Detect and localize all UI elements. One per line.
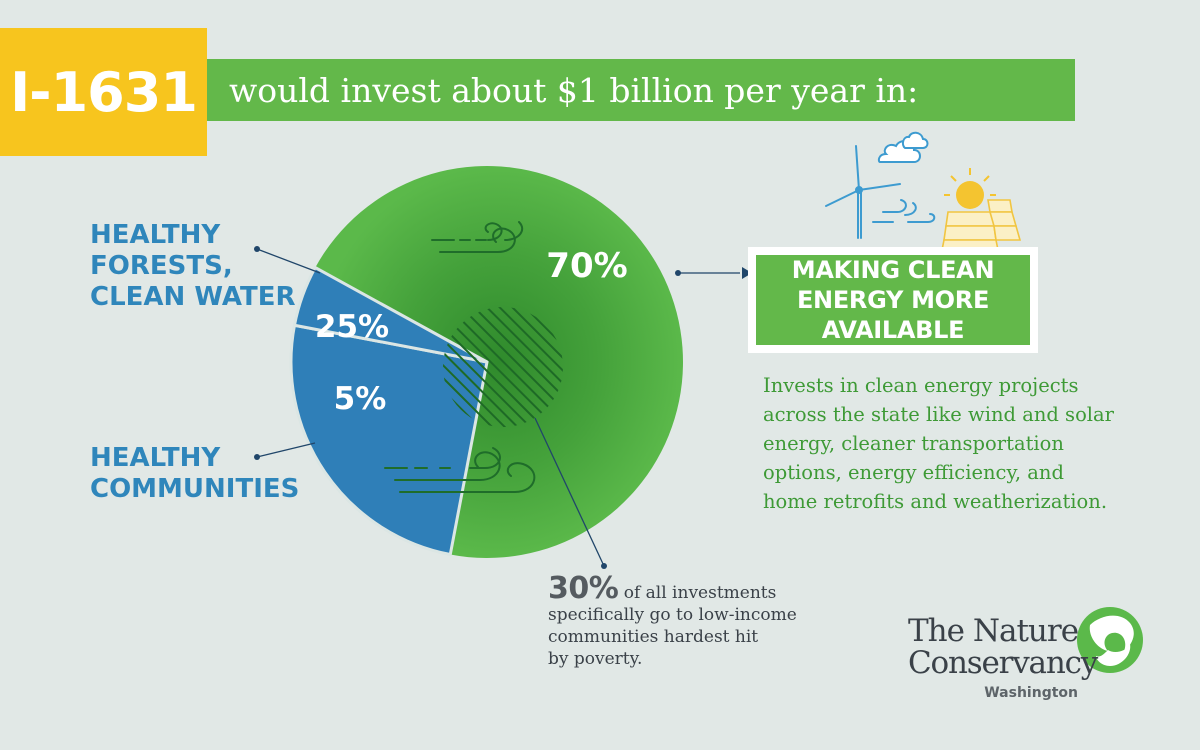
communities-label: HEALTHY COMMUNITIES [90, 443, 300, 504]
badge-text: I-1631 [10, 60, 198, 124]
arrow-head [742, 267, 752, 279]
logo-line-2: Conservancy [908, 645, 1098, 681]
i-1631-badge: I-1631 [0, 28, 207, 156]
logo-subtitle: Washington [984, 685, 1078, 701]
logo-line-1: The Nature [908, 613, 1079, 649]
note-percent: 30% [548, 571, 619, 606]
leader-dot [254, 454, 260, 460]
wind-swirl-icon [384, 447, 536, 493]
banner-text: would invest about $1 billion per year i… [229, 70, 919, 110]
nature-conservancy-logo: The Nature Conservancy Washington [908, 613, 1098, 701]
wind-turbine-icon [825, 145, 936, 239]
wind-swirl-icon [431, 221, 524, 253]
leader-line [256, 248, 740, 567]
nature-conservancy-logo-icon [1077, 607, 1143, 673]
note-text: of all investments specifically go to lo… [548, 583, 797, 669]
pie-value-label: 5% [334, 381, 387, 417]
leader-dot [675, 270, 681, 276]
pie-slice-communities [292, 265, 488, 364]
clean-energy-box: MAKING CLEAN ENERGY MORE AVAILABLE [748, 247, 1038, 353]
leader-dot [254, 246, 260, 252]
forests-label: HEALTHY FORESTS, CLEAN WATER [90, 220, 296, 312]
cloud-icon [877, 131, 929, 163]
clean-energy-description: Invests in clean energy projects across … [763, 374, 1114, 513]
pie-slice-forests-water [289, 323, 489, 557]
solar-panel-icon [941, 168, 1022, 251]
leader-dot [601, 563, 607, 569]
pie-value-label: 70% [546, 246, 627, 286]
pie-value-label: 25% [315, 309, 389, 345]
clean-energy-label: MAKING CLEAN ENERGY MORE AVAILABLE [791, 256, 995, 344]
low-income-hatch-circle [443, 307, 563, 427]
title-banner: would invest about $1 billion per year i… [207, 59, 1075, 121]
low-income-note: 30% of all investments specifically go t… [548, 574, 848, 670]
